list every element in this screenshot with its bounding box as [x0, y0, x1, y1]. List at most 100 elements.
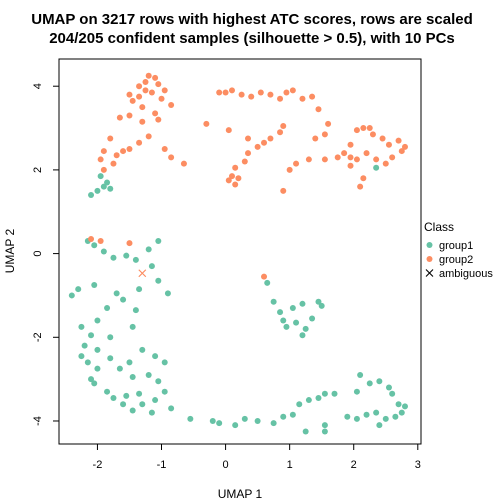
point-group1 — [299, 332, 306, 339]
x-tick-label: 1 — [287, 459, 293, 471]
point-group2 — [286, 166, 293, 173]
legend-marker-ambiguous — [425, 269, 434, 277]
point-group2 — [222, 89, 229, 96]
point-group2 — [321, 131, 328, 138]
point-group2 — [289, 87, 296, 94]
point-group2 — [139, 118, 146, 125]
plot-frame — [58, 58, 422, 445]
point-group1 — [94, 365, 101, 372]
point-group1 — [104, 179, 111, 186]
point-group1 — [78, 323, 85, 330]
x-tick-label: -1 — [157, 459, 167, 471]
point-group1 — [155, 277, 162, 284]
point-group2 — [216, 89, 223, 96]
point-group1 — [104, 304, 111, 311]
point-group1 — [270, 298, 277, 305]
point-group1 — [113, 290, 120, 297]
point-group2 — [257, 89, 264, 96]
point-group1 — [389, 390, 396, 397]
point-group2 — [145, 72, 152, 79]
point-group1 — [68, 292, 75, 299]
point-group2 — [283, 89, 290, 96]
point-group2 — [261, 139, 268, 146]
point-group2 — [168, 154, 175, 161]
point-group1 — [148, 263, 155, 270]
point-group2 — [277, 129, 284, 136]
point-group1 — [123, 392, 130, 399]
point-group2 — [315, 106, 322, 113]
point-group2 — [363, 150, 370, 157]
point-group2 — [232, 164, 239, 171]
point-group2 — [203, 120, 210, 127]
point-group1 — [280, 413, 287, 420]
point-group1 — [376, 378, 383, 385]
point-group1 — [168, 405, 175, 412]
point-group2 — [180, 160, 187, 167]
point-group2 — [245, 135, 252, 142]
point-group1 — [289, 304, 296, 311]
point-group1 — [145, 246, 152, 253]
point-group2 — [360, 175, 367, 182]
point-group1 — [353, 388, 360, 395]
point-group2 — [120, 148, 127, 155]
point-group2 — [341, 150, 348, 157]
point-group2 — [241, 158, 248, 165]
chart-title: UMAP on 3217 rows with highest ATC score… — [31, 11, 473, 28]
point-group2 — [100, 148, 107, 155]
point-group1 — [110, 394, 117, 401]
point-group1 — [120, 401, 127, 408]
point-group2 — [385, 141, 392, 148]
point-group1 — [264, 279, 271, 286]
point-group2 — [142, 79, 149, 86]
point-group1 — [392, 413, 399, 420]
point-group2 — [280, 187, 287, 194]
point-group2 — [360, 125, 367, 132]
point-group2 — [382, 160, 389, 167]
point-group1 — [84, 359, 91, 366]
point-group1 — [289, 411, 296, 418]
point-group1 — [296, 401, 303, 408]
point-group1 — [398, 409, 405, 416]
x-tick-label: 2 — [351, 459, 357, 471]
point-group2 — [261, 273, 268, 280]
point-group1 — [107, 355, 114, 362]
point-group2 — [347, 141, 354, 148]
point-group1 — [277, 309, 284, 316]
point-group1 — [152, 353, 159, 360]
point-group2 — [305, 156, 312, 163]
point-group1 — [187, 415, 194, 422]
point-group2 — [129, 97, 136, 104]
point-group1 — [107, 334, 114, 341]
point-group1 — [161, 388, 168, 395]
point-group2 — [113, 152, 120, 159]
point-group2 — [232, 181, 239, 188]
point-group1 — [148, 409, 155, 416]
point-group1 — [129, 374, 136, 381]
point-group1 — [132, 256, 139, 263]
x-tick-label: 0 — [223, 459, 229, 471]
point-group2 — [136, 83, 143, 90]
point-group2 — [373, 156, 380, 163]
point-group2 — [245, 150, 252, 157]
point-group2 — [161, 87, 168, 94]
point-group2 — [152, 110, 159, 117]
point-group1 — [100, 183, 107, 190]
point-group2 — [97, 156, 104, 163]
point-group2 — [353, 156, 360, 163]
point-group1 — [373, 409, 380, 416]
point-group1 — [321, 428, 328, 435]
y-tick-label: -2 — [32, 332, 44, 342]
point-group2 — [267, 135, 274, 142]
point-group2 — [325, 120, 332, 127]
point-group2 — [136, 139, 143, 146]
point-group1 — [88, 376, 95, 383]
point-group1 — [78, 353, 85, 360]
point-group2 — [107, 135, 114, 142]
point-group1 — [357, 371, 364, 378]
legend-marker-group2 — [426, 256, 433, 262]
point-group1 — [91, 281, 98, 288]
point-group2 — [148, 89, 155, 96]
chart-subtitle: 204/205 confident samples (silhouette > … — [49, 30, 455, 47]
point-group2 — [145, 133, 152, 140]
